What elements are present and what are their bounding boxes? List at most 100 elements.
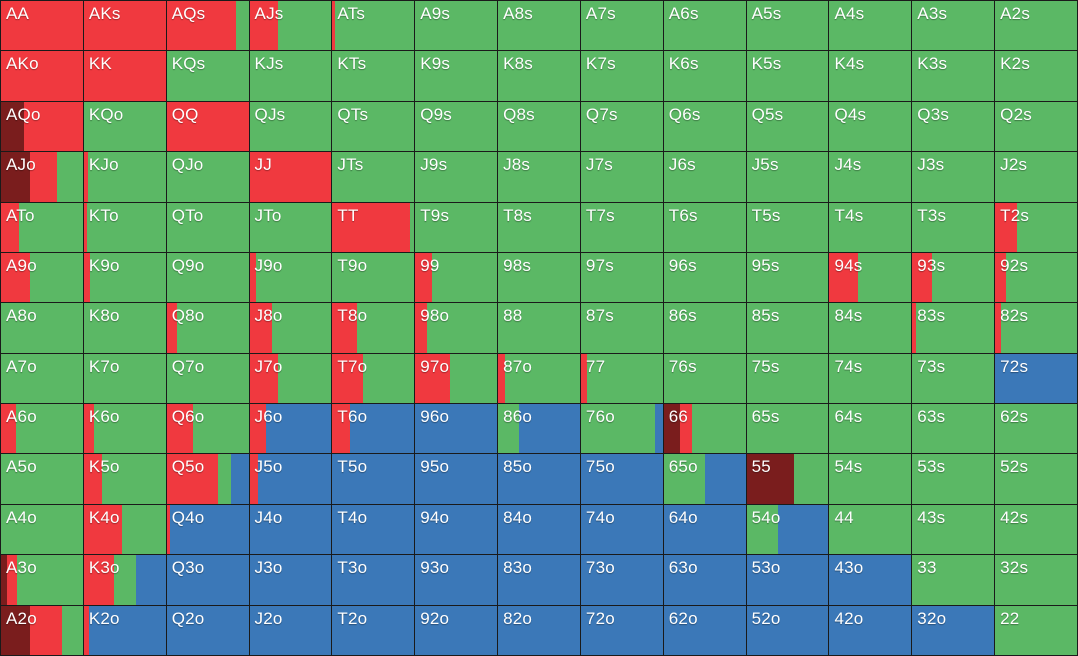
hand-cell-82o[interactable]: 82o	[498, 605, 581, 656]
hand-cell-j4s[interactable]: J4s	[829, 152, 913, 203]
hand-cell-t9s[interactable]: T9s	[415, 202, 499, 253]
hand-cell-53s[interactable]: 53s	[912, 454, 996, 505]
hand-cell-a7s[interactable]: A7s	[580, 1, 664, 52]
hand-cell-a2o[interactable]: A2o	[1, 605, 84, 656]
hand-cell-aqs[interactable]: AQs	[166, 1, 250, 52]
hand-cell-73s[interactable]: 73s	[912, 353, 996, 405]
hand-cell-52o[interactable]: 52o	[746, 605, 830, 656]
hand-cell-a2s[interactable]: A2s	[995, 1, 1078, 52]
hand-cell-32s[interactable]: 32s	[995, 555, 1078, 606]
hand-cell-t8s[interactable]: T8s	[498, 202, 581, 253]
hand-cell-84o[interactable]: 84o	[498, 504, 581, 556]
hand-cell-a3o[interactable]: A3o	[1, 555, 84, 606]
hand-cell-k2o[interactable]: K2o	[83, 605, 167, 656]
hand-cell-t5o[interactable]: T5o	[332, 454, 416, 505]
hand-cell-t2s[interactable]: T2s	[995, 202, 1078, 253]
hand-cell-j8s[interactable]: J8s	[498, 152, 581, 203]
hand-cell-62o[interactable]: 62o	[663, 605, 747, 656]
hand-cell-42s[interactable]: 42s	[995, 504, 1078, 556]
hand-cell-43s[interactable]: 43s	[912, 504, 996, 556]
hand-cell-q2s[interactable]: Q2s	[995, 101, 1078, 153]
hand-cell-94o[interactable]: 94o	[415, 504, 499, 556]
hand-cell-k3s[interactable]: K3s	[912, 51, 996, 102]
hand-cell-kto[interactable]: KTo	[83, 202, 167, 253]
hand-cell-q5o[interactable]: Q5o	[166, 454, 250, 505]
hand-cell-k9o[interactable]: K9o	[83, 252, 167, 304]
hand-cell-j2o[interactable]: J2o	[249, 605, 333, 656]
hand-cell-j4o[interactable]: J4o	[249, 504, 333, 556]
hand-cell-j5o[interactable]: J5o	[249, 454, 333, 505]
hand-cell-aa[interactable]: AA	[1, 1, 84, 52]
hand-cell-76o[interactable]: 76o	[580, 404, 664, 455]
hand-cell-q3o[interactable]: Q3o	[166, 555, 250, 606]
hand-cell-k8s[interactable]: K8s	[498, 51, 581, 102]
hand-cell-72s[interactable]: 72s	[995, 353, 1078, 405]
hand-cell-ajs[interactable]: AJs	[249, 1, 333, 52]
hand-cell-q4o[interactable]: Q4o	[166, 504, 250, 556]
hand-cell-j7o[interactable]: J7o	[249, 353, 333, 405]
hand-cell-jj[interactable]: JJ	[249, 152, 333, 203]
hand-cell-kk[interactable]: KK	[83, 51, 167, 102]
hand-cell-54o[interactable]: 54o	[746, 504, 830, 556]
hand-cell-77[interactable]: 77	[580, 353, 664, 405]
hand-cell-92s[interactable]: 92s	[995, 252, 1078, 304]
hand-cell-q9s[interactable]: Q9s	[415, 101, 499, 153]
hand-cell-96s[interactable]: 96s	[663, 252, 747, 304]
hand-cell-t3o[interactable]: T3o	[332, 555, 416, 606]
hand-cell-t9o[interactable]: T9o	[332, 252, 416, 304]
hand-cell-k5s[interactable]: K5s	[746, 51, 830, 102]
hand-cell-42o[interactable]: 42o	[829, 605, 913, 656]
hand-cell-62s[interactable]: 62s	[995, 404, 1078, 455]
hand-cell-73o[interactable]: 73o	[580, 555, 664, 606]
hand-cell-t6s[interactable]: T6s	[663, 202, 747, 253]
hand-cell-43o[interactable]: 43o	[829, 555, 913, 606]
hand-cell-ato[interactable]: ATo	[1, 202, 84, 253]
hand-cell-t3s[interactable]: T3s	[912, 202, 996, 253]
hand-cell-a4o[interactable]: A4o	[1, 504, 84, 556]
hand-cell-qjo[interactable]: QJo	[166, 152, 250, 203]
hand-cell-j3o[interactable]: J3o	[249, 555, 333, 606]
hand-cell-j5s[interactable]: J5s	[746, 152, 830, 203]
hand-cell-95o[interactable]: 95o	[415, 454, 499, 505]
hand-cell-t4s[interactable]: T4s	[829, 202, 913, 253]
hand-cell-k6s[interactable]: K6s	[663, 51, 747, 102]
hand-cell-q8o[interactable]: Q8o	[166, 303, 250, 354]
hand-cell-32o[interactable]: 32o	[912, 605, 996, 656]
hand-cell-a3s[interactable]: A3s	[912, 1, 996, 52]
hand-cell-j9s[interactable]: J9s	[415, 152, 499, 203]
hand-cell-86o[interactable]: 86o	[498, 404, 581, 455]
hand-cell-a7o[interactable]: A7o	[1, 353, 84, 405]
hand-cell-93s[interactable]: 93s	[912, 252, 996, 304]
hand-cell-a5o[interactable]: A5o	[1, 454, 84, 505]
hand-cell-q5s[interactable]: Q5s	[746, 101, 830, 153]
hand-cell-q2o[interactable]: Q2o	[166, 605, 250, 656]
hand-cell-44[interactable]: 44	[829, 504, 913, 556]
hand-cell-kjs[interactable]: KJs	[249, 51, 333, 102]
hand-cell-66[interactable]: 66	[663, 404, 747, 455]
hand-cell-99[interactable]: 99	[415, 252, 499, 304]
hand-cell-88[interactable]: 88	[498, 303, 581, 354]
hand-cell-jto[interactable]: JTo	[249, 202, 333, 253]
hand-cell-j9o[interactable]: J9o	[249, 252, 333, 304]
hand-cell-86s[interactable]: 86s	[663, 303, 747, 354]
hand-cell-aks[interactable]: AKs	[83, 1, 167, 52]
hand-cell-j7s[interactable]: J7s	[580, 152, 664, 203]
hand-cell-a4s[interactable]: A4s	[829, 1, 913, 52]
hand-cell-98o[interactable]: 98o	[415, 303, 499, 354]
hand-cell-a8s[interactable]: A8s	[498, 1, 581, 52]
hand-cell-83s[interactable]: 83s	[912, 303, 996, 354]
hand-cell-j3s[interactable]: J3s	[912, 152, 996, 203]
hand-cell-64s[interactable]: 64s	[829, 404, 913, 455]
hand-cell-t5s[interactable]: T5s	[746, 202, 830, 253]
hand-cell-83o[interactable]: 83o	[498, 555, 581, 606]
hand-cell-87s[interactable]: 87s	[580, 303, 664, 354]
hand-cell-63s[interactable]: 63s	[912, 404, 996, 455]
hand-cell-k8o[interactable]: K8o	[83, 303, 167, 354]
hand-cell-aqo[interactable]: AQo	[1, 101, 84, 153]
hand-cell-tt[interactable]: TT	[332, 202, 416, 253]
hand-cell-72o[interactable]: 72o	[580, 605, 664, 656]
hand-cell-a9o[interactable]: A9o	[1, 252, 84, 304]
hand-cell-j6o[interactable]: J6o	[249, 404, 333, 455]
hand-cell-kqs[interactable]: KQs	[166, 51, 250, 102]
hand-cell-52s[interactable]: 52s	[995, 454, 1078, 505]
